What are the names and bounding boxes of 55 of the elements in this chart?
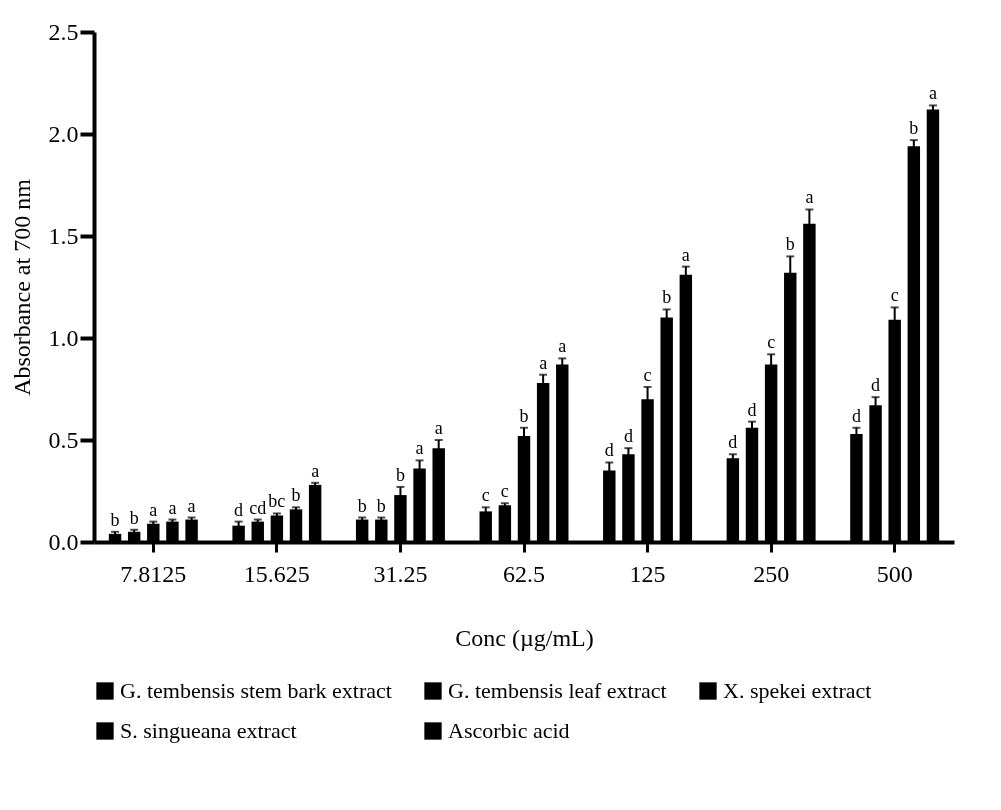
- data-label: a: [415, 438, 424, 459]
- data-label: a: [928, 83, 937, 104]
- data-label: b: [519, 405, 529, 426]
- data-label: a: [187, 495, 196, 516]
- data-label: a: [558, 336, 567, 357]
- data-label: d: [728, 432, 738, 453]
- x-tick-label: 500: [876, 560, 913, 587]
- data-label: b: [376, 495, 386, 516]
- data-label: b: [662, 287, 672, 308]
- y-tick-label: 1.0: [48, 324, 79, 351]
- data-label: c: [890, 285, 899, 306]
- y-tick-label: 0.5: [48, 426, 79, 453]
- x-tick-label: 7.8125: [120, 560, 187, 587]
- y-tick-label: 1.5: [48, 222, 79, 249]
- data-label: a: [805, 187, 814, 208]
- legend-label: G. tembensis stem bark extract: [120, 678, 392, 703]
- data-label: a: [681, 244, 690, 265]
- x-tick-label: 31.25: [373, 560, 428, 587]
- x-tick-label: 62.5: [503, 560, 545, 587]
- data-label: b: [395, 464, 405, 485]
- data-label: a: [434, 418, 443, 438]
- x-axis-title: Conc (µg/mL): [455, 624, 594, 651]
- data-label: d: [623, 426, 633, 447]
- data-label: b: [110, 509, 120, 530]
- data-label: b: [129, 507, 139, 528]
- data-label: b: [357, 495, 367, 516]
- data-label: d: [234, 499, 244, 520]
- data-label: b: [785, 234, 795, 255]
- legend-label: G. tembensis leaf extract: [448, 678, 667, 703]
- data-label: c: [500, 481, 509, 502]
- data-label: d: [871, 375, 881, 396]
- y-tick-label: 2.0: [48, 120, 79, 147]
- data-label: a: [311, 460, 320, 481]
- data-label: d: [747, 399, 757, 420]
- y-tick-label: 0.0: [48, 528, 79, 555]
- data-label: c: [767, 332, 776, 353]
- x-tick-label: 250: [753, 560, 790, 587]
- data-label: cd: [249, 497, 267, 518]
- legend-label: X. spekei extract: [723, 678, 872, 703]
- legend-label: S. singueana extract: [120, 718, 297, 743]
- y-axis-title: Absorbance at 700 nm: [8, 178, 35, 396]
- data-label: d: [851, 405, 861, 426]
- data-label: c: [481, 485, 490, 506]
- legend-label: Ascorbic acid: [448, 718, 570, 743]
- data-label: c: [643, 364, 652, 385]
- x-tick-label: 125: [629, 560, 666, 587]
- data-label: d: [604, 440, 614, 461]
- data-label: a: [539, 352, 548, 373]
- data-label: b: [909, 118, 919, 139]
- data-label: a: [168, 497, 177, 518]
- data-label: a: [149, 499, 158, 520]
- data-label: b: [291, 485, 301, 506]
- x-tick-label: 15.625: [243, 560, 310, 587]
- data-label: bc: [268, 491, 286, 512]
- y-tick-label: 2.5: [48, 18, 79, 45]
